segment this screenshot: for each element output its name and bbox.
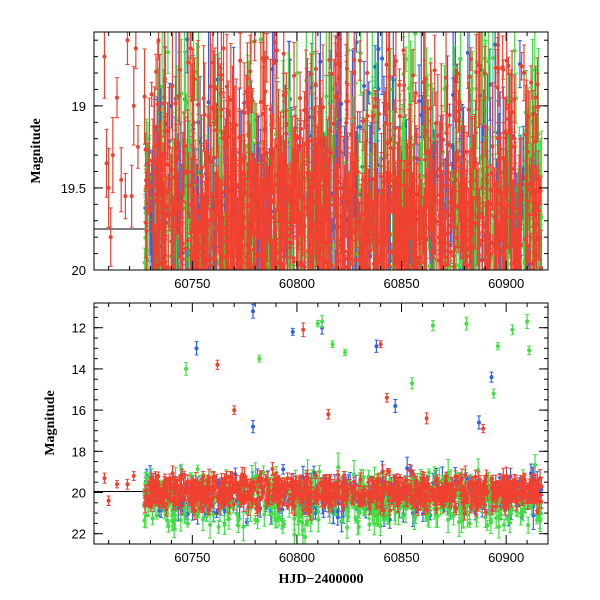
top-data-marks [102,32,544,270]
data-point [170,32,175,141]
data-point [490,82,495,211]
data-point [274,32,279,79]
x-tick-label: 60900 [488,276,524,291]
data-point [486,32,491,102]
y-tick-label: 19.5 [61,181,86,196]
top-y-axis-title: Magnitude [29,118,44,183]
bottom-panel: 12 14 16 18 20 22 60750 60800 60850 60900 Magnit… [43,302,549,587]
data-point [149,81,154,107]
x-tick-label: 60900 [488,550,524,565]
data-point [425,74,430,97]
y-tick-label: 16 [72,403,86,418]
x-tick-label: 60850 [383,276,419,291]
y-tick-label: 19 [72,99,86,114]
y-tick-label: 12 [72,321,86,336]
data-point [482,45,487,101]
x-tick-label: 60800 [279,276,315,291]
bottom-x-tick-labels: 60750 60800 60850 60900 [174,550,524,565]
y-tick-label: 14 [72,362,86,377]
bottom-y-tick-labels: 12 14 16 18 20 22 [72,321,86,542]
y-tick-label: 20 [72,486,86,501]
data-point [452,75,457,122]
x-tick-label: 60800 [279,550,315,565]
data-point [456,149,461,168]
data-point [512,91,517,186]
x-axis-title: HJD−2400000 [279,572,364,587]
data-point [529,65,534,100]
bottom-y-axis-title: Magnitude [43,390,58,455]
data-point [522,44,527,102]
data-point [238,32,243,89]
y-tick-label: 22 [72,527,86,542]
top-panel: 19 19.5 20 60750 60800 60850 60900 Magnitude [29,31,549,291]
data-point [309,53,314,95]
x-tick-label: 60850 [383,550,419,565]
top-y-tick-labels: 19 19.5 20 [61,99,86,278]
y-tick-label: 18 [72,444,86,459]
x-tick-label: 60750 [174,276,210,291]
data-point [401,32,406,92]
data-point [474,34,479,111]
data-point [432,34,437,107]
x-tick-label: 60750 [174,550,210,565]
data-point [271,32,276,130]
data-point [165,32,170,75]
y-tick-label: 20 [72,263,86,278]
data-point [413,32,418,76]
top-x-tick-labels: 60750 60800 60850 60900 [174,276,524,291]
